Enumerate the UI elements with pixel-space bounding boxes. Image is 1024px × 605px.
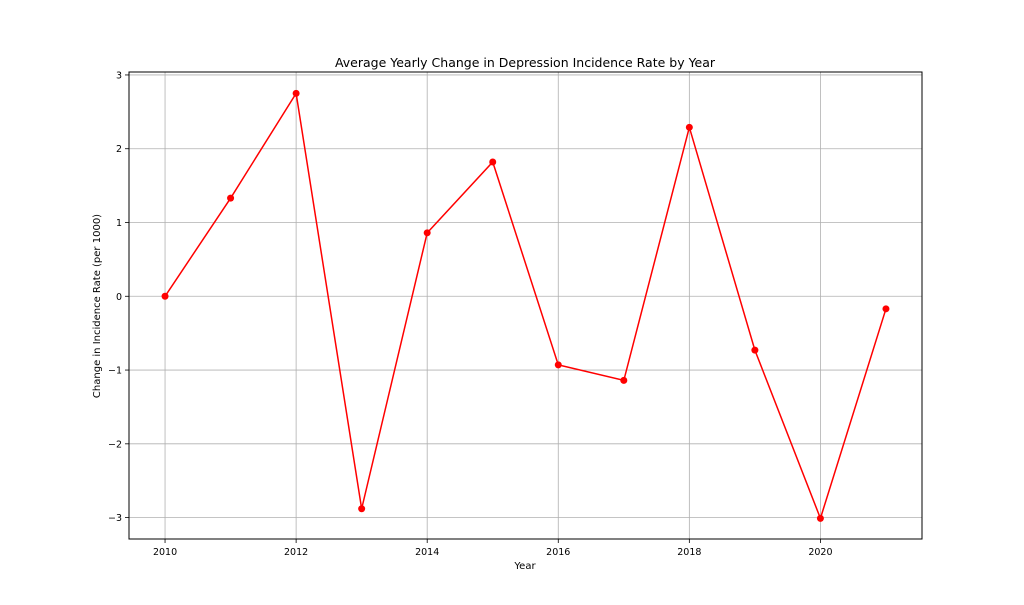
data-point	[227, 194, 235, 202]
data-point	[358, 505, 366, 513]
x-tick-label: 2010	[153, 547, 177, 558]
x-tick-label: 2016	[546, 547, 570, 558]
series-layer	[161, 89, 890, 522]
data-point	[751, 346, 759, 354]
x-tick-label: 2018	[677, 547, 701, 558]
data-point	[620, 376, 628, 384]
data-point	[423, 229, 431, 237]
y-tick-label: 2	[116, 144, 122, 155]
x-tick-label: 2020	[808, 547, 832, 558]
chart-title: Average Yearly Change in Depression Inci…	[335, 55, 716, 70]
axis-ticks: 2010 2012 2014 2016 2018 2020 3 2 1 0 −1 −2 −3	[108, 70, 833, 558]
data-point	[292, 89, 300, 97]
y-tick-label: 1	[116, 218, 122, 229]
data-point	[816, 514, 824, 522]
y-tick-label: 3	[116, 70, 122, 81]
x-tick-label: 2014	[415, 547, 439, 558]
x-axis-label: Year	[513, 561, 536, 572]
x-tick-label: 2012	[284, 547, 308, 558]
y-tick-label: −2	[108, 439, 122, 450]
plot-frame	[128, 71, 923, 540]
data-point	[489, 158, 497, 166]
data-point	[554, 361, 562, 369]
data-point	[685, 123, 693, 131]
y-tick-label: −1	[108, 366, 122, 377]
y-tick-label: −3	[108, 513, 122, 524]
y-tick-label: 0	[116, 292, 122, 303]
data-point	[882, 305, 890, 313]
series-line	[164, 91, 887, 521]
y-axis-label: Change in Incidence Rate (per 1000)	[92, 214, 103, 398]
data-point	[161, 292, 169, 300]
grid	[129, 72, 922, 539]
